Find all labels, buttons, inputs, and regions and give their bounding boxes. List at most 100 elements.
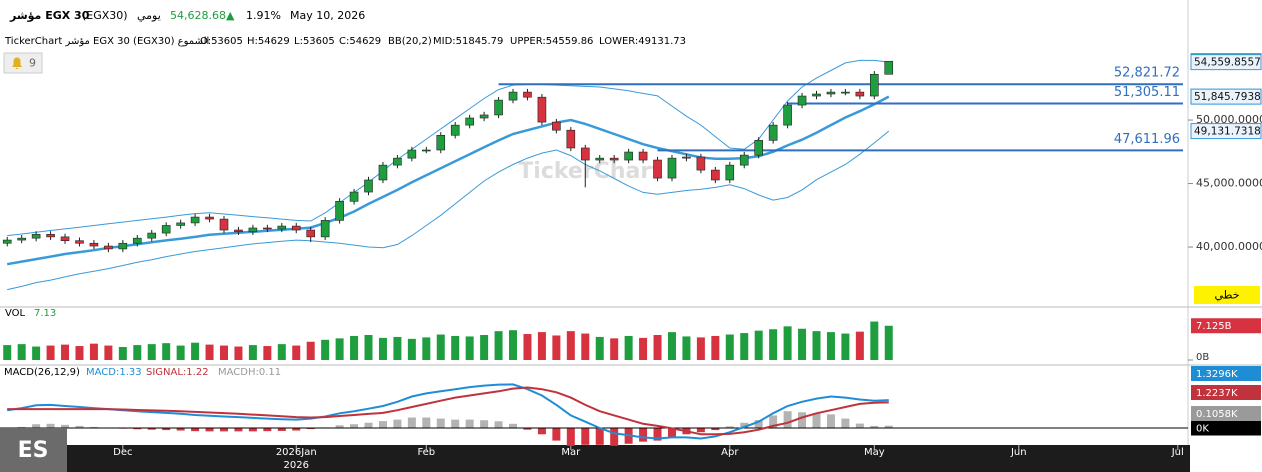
x-tick-label: 2026Jan	[276, 447, 317, 458]
signal-value: SIGNAL:1.22	[146, 367, 209, 378]
bb-upper	[7, 59, 889, 237]
candle-body	[754, 140, 763, 156]
candle-body	[306, 229, 316, 238]
macd-line	[7, 383, 889, 440]
bb-upper: UPPER:54559.86	[510, 36, 593, 47]
candle-body	[508, 91, 518, 101]
candle-body	[552, 121, 561, 131]
candle-body	[75, 240, 84, 244]
volume-bar	[248, 345, 257, 360]
price-label-box	[1190, 54, 1262, 71]
macd-hist-bar	[335, 425, 344, 429]
candle-body	[291, 225, 301, 231]
volume-bar	[653, 335, 662, 360]
price: 54,628.68	[170, 9, 226, 22]
bb-lower: LOWER:49131.73	[599, 36, 686, 47]
volume-label-box	[1191, 318, 1261, 334]
candle-body	[739, 154, 749, 166]
volume-bar	[537, 332, 546, 360]
volume-bar	[3, 345, 12, 360]
candle-body	[725, 164, 735, 181]
macd-hist-bar	[162, 428, 171, 431]
candle-body	[335, 201, 344, 221]
volume-bar	[480, 335, 489, 360]
x-tick-label: Jul	[1171, 447, 1184, 458]
volume-bar	[176, 345, 185, 360]
macd-hist-bar	[89, 426, 98, 429]
candle-body	[826, 91, 836, 95]
candle-body	[566, 129, 576, 149]
macd-hist-bar	[826, 414, 835, 429]
candle-body	[580, 147, 590, 161]
macd-hist-bar	[292, 428, 301, 431]
macd-hist-bar	[711, 428, 720, 431]
macd-hist-bar	[219, 428, 228, 432]
candle-body	[190, 216, 200, 224]
alert-button[interactable]	[3, 52, 43, 74]
candle-body	[277, 225, 287, 230]
macd-hist-bar	[783, 411, 792, 429]
volume-bar	[306, 341, 315, 360]
volume-bar	[465, 336, 474, 360]
candle-body	[638, 151, 648, 161]
hist-value: MACDH:0.11	[218, 367, 281, 378]
volume-bar	[725, 334, 734, 360]
volume-bar	[17, 344, 26, 360]
candle-body	[378, 164, 388, 181]
ohlc-low: L:53605	[294, 36, 335, 47]
candle-body	[450, 124, 460, 136]
mode-button[interactable]	[1194, 286, 1260, 304]
macd-hist-bar	[855, 423, 864, 429]
macd-hist-bar	[248, 428, 257, 432]
candle-body	[248, 227, 258, 233]
candle-body	[205, 216, 214, 220]
volume-bar	[451, 335, 460, 360]
volume-bar	[552, 335, 561, 360]
period: يومي	[137, 9, 161, 22]
volume-bar	[32, 346, 41, 360]
volume-bar	[89, 343, 98, 360]
candle-body	[364, 179, 373, 193]
candle-body	[422, 149, 431, 152]
volume-bar	[75, 346, 84, 360]
candle-body	[609, 157, 619, 161]
language-box[interactable]	[0, 428, 67, 472]
macd-hist-bar	[798, 412, 807, 429]
macd-title: MACD(26,12,9)	[4, 367, 80, 378]
macd-hist-bar	[234, 428, 243, 432]
candle-body	[31, 234, 41, 239]
volume-bar	[624, 335, 633, 360]
x-tick-label: Dec	[113, 447, 132, 458]
volume-bar	[740, 333, 749, 360]
volume-bar	[436, 334, 445, 360]
macd-hist-bar	[147, 428, 156, 430]
y-tick-label: 45,000.0000	[1196, 177, 1262, 190]
macd-zero-box	[1191, 420, 1261, 436]
volume-bar	[335, 338, 344, 360]
macd-hist-bar	[494, 421, 503, 429]
volume-bar	[595, 336, 604, 360]
candle-body	[797, 95, 807, 106]
macd-hist-bar	[667, 428, 676, 438]
macd-hist-bar	[552, 428, 561, 441]
volume-bar	[783, 326, 792, 360]
chart-name: TickerChart مؤشر EGX 30 (EGX30) الشموع	[4, 36, 209, 47]
candle-body	[2, 239, 12, 244]
x-tick-label: Apr	[721, 447, 739, 458]
symbol: مؤشر EGX 30	[9, 9, 90, 22]
candle-body	[768, 124, 778, 141]
volume-bar	[667, 332, 676, 360]
volume-bar	[422, 337, 431, 360]
signal-line	[7, 386, 889, 436]
macd-hist-bar	[639, 428, 648, 442]
candle-body	[479, 114, 489, 119]
candle-body	[812, 93, 821, 97]
volume-bar	[133, 345, 142, 360]
macd-hist-bar	[364, 422, 373, 429]
ohlc-high: H:54629	[247, 36, 290, 47]
plot-layer: 40,000.0000 45,000.0000 50,000.0000 Dec 2026…	[0, 53, 1262, 471]
macd-hist-bar	[32, 424, 41, 429]
candle-body	[711, 169, 720, 181]
macd-hist-bar	[480, 420, 489, 429]
